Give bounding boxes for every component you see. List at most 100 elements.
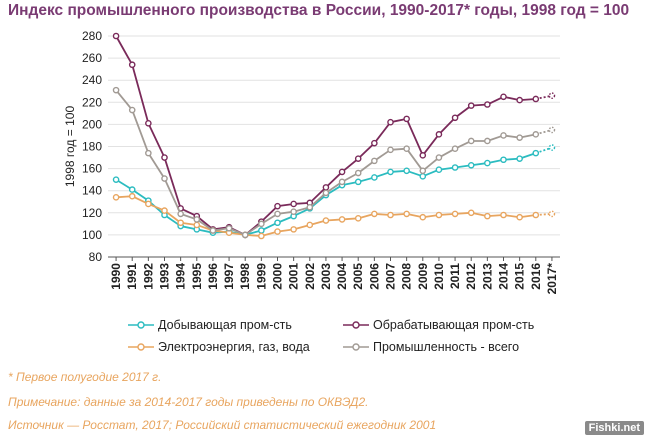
data-point <box>128 192 136 200</box>
y-tick-label: 100 <box>82 228 102 242</box>
data-point <box>161 207 168 214</box>
x-tick-label: 1995 <box>190 263 204 290</box>
data-point <box>371 174 378 181</box>
legend-label-mining: Добывающая пром-сть <box>158 318 292 332</box>
data-point <box>274 210 281 218</box>
data-point <box>354 178 362 186</box>
data-point <box>112 194 120 201</box>
x-tick-label: 2016 <box>529 263 543 290</box>
data-point <box>516 134 523 141</box>
data-point <box>435 166 443 174</box>
data-point <box>338 178 346 186</box>
data-point <box>193 216 201 223</box>
x-tick-label: 1994 <box>174 263 188 290</box>
data-point <box>290 208 297 215</box>
x-tick-label: 2006 <box>367 263 381 290</box>
data-point <box>419 213 427 221</box>
data-point <box>112 86 120 94</box>
data-point <box>419 152 427 159</box>
legend-swatch-utilities <box>128 343 154 351</box>
legend-label-manufacturing: Обрабатывающая пром-сть <box>373 318 535 332</box>
legend-label-utilities: Электроэнергия, газ, вода <box>158 340 310 354</box>
data-point <box>484 101 491 108</box>
footnote-source: Источник — Росстат, 2017; Российский ста… <box>8 418 437 432</box>
y-tick-label: 120 <box>82 206 102 220</box>
data-point <box>161 175 168 182</box>
data-point <box>403 145 410 153</box>
footnote-first-half: * Первое полугодие 2017 г. <box>8 370 162 384</box>
data-point <box>403 167 410 175</box>
x-tick-label: 2015 <box>513 263 527 290</box>
series-1 <box>112 32 556 239</box>
data-point <box>354 155 362 162</box>
data-point <box>516 155 523 162</box>
data-point <box>435 211 443 219</box>
data-point <box>500 132 507 139</box>
y-tick-label: 240 <box>82 73 102 87</box>
data-point <box>322 189 330 197</box>
data-point <box>193 221 201 229</box>
data-point <box>532 131 540 138</box>
data-point <box>467 161 475 169</box>
data-point <box>532 95 540 103</box>
data-point <box>274 228 281 235</box>
series-lines <box>112 32 556 240</box>
x-tick-label: 2005 <box>351 263 365 290</box>
x-tick-label: 2013 <box>480 263 494 290</box>
data-point <box>548 210 556 218</box>
data-point <box>128 186 136 193</box>
legend-swatch-manufacturing <box>343 321 369 329</box>
data-point <box>112 176 120 183</box>
data-point <box>387 146 394 154</box>
data-point <box>419 167 427 175</box>
data-point <box>451 210 459 218</box>
x-tick-label: 2003 <box>319 263 333 290</box>
legend-item-manufacturing: Обрабатывающая пром-сть <box>343 318 568 332</box>
data-point <box>387 118 394 126</box>
data-point <box>371 210 378 218</box>
data-point <box>306 203 314 211</box>
data-point <box>484 212 491 220</box>
data-point <box>484 159 491 167</box>
data-point <box>128 61 136 69</box>
legend-swatch-mining <box>128 321 154 329</box>
y-tick-label: 160 <box>82 162 102 176</box>
data-point <box>467 137 475 145</box>
data-point <box>500 156 507 164</box>
data-point <box>241 231 249 239</box>
footnote-okved: Примечание: данные за 2014-2017 годы при… <box>8 395 369 409</box>
x-tick-label: 1993 <box>158 263 172 290</box>
data-point <box>177 210 184 218</box>
data-point <box>387 168 394 176</box>
series-line-forecast <box>535 146 553 154</box>
x-tick-label: 2014 <box>497 263 511 290</box>
x-tick-label: 2010 <box>432 263 446 290</box>
data-point <box>306 221 314 229</box>
data-point <box>532 149 540 157</box>
data-point <box>322 184 330 191</box>
data-point <box>322 217 330 224</box>
legend: Добывающая пром-сть Обрабатывающая пром-… <box>128 318 568 354</box>
data-point <box>177 219 184 227</box>
x-tick-label: 2008 <box>400 263 414 290</box>
chart-title: Индекс промышленного производства в Росс… <box>8 2 630 19</box>
data-point <box>258 220 265 228</box>
data-point <box>484 137 491 145</box>
data-point <box>209 227 217 234</box>
x-tick-label: 1991 <box>125 263 139 290</box>
x-tick-label: 1997 <box>222 263 236 290</box>
y-tick-label: 80 <box>89 250 103 264</box>
data-point <box>354 169 362 177</box>
data-point <box>403 115 410 123</box>
data-point <box>290 200 297 208</box>
data-point <box>548 92 556 99</box>
data-point <box>419 173 427 180</box>
series-line <box>115 35 536 236</box>
x-tick-label: 2009 <box>416 263 430 290</box>
legend-item-utilities: Электроэнергия, газ, вода <box>128 340 343 354</box>
data-point <box>274 219 281 227</box>
x-tick-label: 1999 <box>254 263 268 290</box>
data-point <box>371 157 378 165</box>
x-tick-label: 1996 <box>206 263 220 290</box>
